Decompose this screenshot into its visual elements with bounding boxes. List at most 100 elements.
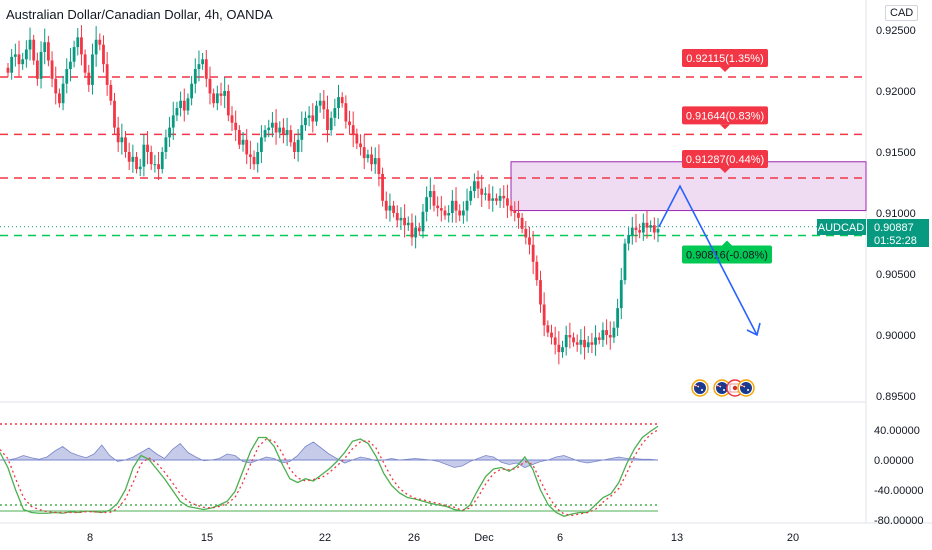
candle-body bbox=[204, 59, 208, 79]
candle-body bbox=[50, 60, 54, 79]
candle-body bbox=[289, 130, 293, 143]
candle-body bbox=[87, 72, 91, 85]
candle-body bbox=[355, 134, 359, 144]
candle-body bbox=[561, 347, 564, 353]
candle-body bbox=[304, 117, 307, 126]
candle-body bbox=[300, 125, 304, 140]
candle-body bbox=[252, 156, 256, 165]
candle-body bbox=[513, 210, 517, 213]
candle-body bbox=[329, 117, 333, 131]
level-label: 0.91287(0.44%) bbox=[686, 154, 764, 166]
candle-body bbox=[58, 93, 61, 104]
candle-body bbox=[366, 154, 370, 159]
candle-body bbox=[484, 193, 487, 195]
candle-body bbox=[476, 181, 480, 189]
candle-body bbox=[480, 188, 484, 195]
candle-body bbox=[575, 342, 579, 345]
y-tick-label: 0.91500 bbox=[876, 147, 916, 159]
candle-body bbox=[21, 59, 25, 65]
candle-body bbox=[28, 39, 32, 50]
candle-body bbox=[271, 122, 274, 128]
indicator-tick-label: -80.00000 bbox=[874, 515, 924, 527]
candle-body bbox=[432, 191, 436, 206]
candle-body bbox=[175, 108, 179, 116]
candle-body bbox=[160, 152, 164, 170]
candle-body bbox=[164, 137, 168, 152]
candle-body bbox=[237, 130, 241, 145]
candle-body bbox=[381, 173, 384, 201]
indicator-tick-label: 0.00000 bbox=[874, 455, 914, 467]
x-tick-label: 13 bbox=[671, 532, 683, 544]
price-tag bbox=[867, 219, 929, 247]
candle-body bbox=[623, 243, 627, 281]
candle-body bbox=[572, 337, 575, 343]
candle-body bbox=[348, 121, 351, 126]
level-label-pointer bbox=[720, 124, 730, 130]
projection-arrowhead bbox=[746, 322, 761, 337]
level-label: 0.90816(-0.08%) bbox=[686, 249, 768, 261]
candle-body bbox=[509, 205, 513, 211]
candle-body bbox=[539, 280, 542, 305]
candle-body bbox=[149, 152, 153, 165]
candle-body bbox=[32, 39, 36, 61]
candle-body bbox=[517, 213, 520, 218]
price-tag-countdown: 01:52:28 bbox=[874, 235, 917, 247]
candle-body bbox=[502, 195, 506, 199]
candle-body bbox=[531, 244, 535, 262]
projection-arrow bbox=[658, 184, 758, 336]
candle-body bbox=[447, 213, 451, 216]
currency-badge[interactable]: CAD bbox=[885, 5, 919, 21]
candle-body bbox=[337, 97, 340, 109]
indicator-tick-label: 40.00000 bbox=[874, 425, 920, 437]
candle-body bbox=[259, 137, 263, 152]
candle-body bbox=[230, 115, 234, 123]
candle-body bbox=[98, 39, 102, 45]
candle-body bbox=[43, 42, 47, 52]
candle-body bbox=[388, 205, 392, 211]
candle-body bbox=[109, 84, 113, 101]
au-flag-icon bbox=[713, 379, 731, 397]
candle-body bbox=[634, 227, 638, 231]
candle-body bbox=[267, 127, 271, 131]
candle-body bbox=[278, 127, 282, 133]
candle-body bbox=[318, 100, 322, 106]
candle-body bbox=[550, 332, 553, 338]
candle-body bbox=[234, 122, 238, 131]
candle-body bbox=[91, 54, 94, 85]
candle-body bbox=[472, 181, 476, 192]
candle-body bbox=[487, 193, 491, 201]
candle-body bbox=[630, 227, 634, 235]
candle-body bbox=[384, 200, 388, 211]
candle-body bbox=[564, 335, 568, 348]
candle-body bbox=[39, 51, 43, 79]
candle-body bbox=[652, 225, 656, 233]
candle-body bbox=[627, 234, 631, 244]
candle-body bbox=[524, 228, 528, 238]
candle-body bbox=[142, 144, 146, 167]
candle-body bbox=[594, 337, 597, 345]
candle-body bbox=[443, 210, 447, 216]
candle-body bbox=[590, 342, 594, 345]
candle-body bbox=[579, 339, 583, 345]
candle-body bbox=[127, 152, 131, 162]
candle-body bbox=[649, 225, 653, 228]
candle-body bbox=[65, 69, 69, 84]
x-tick-label: 8 bbox=[87, 532, 93, 544]
symbol-tag-label: AUDCAD bbox=[818, 222, 865, 234]
candle-body bbox=[605, 330, 608, 335]
candle-body bbox=[403, 217, 407, 226]
candle-body bbox=[641, 222, 645, 233]
candle-body bbox=[61, 83, 65, 104]
level-label: 0.91644(0.83%) bbox=[686, 110, 764, 122]
candle-body bbox=[135, 156, 138, 170]
candle-body bbox=[326, 109, 329, 131]
stoch-k-line bbox=[0, 425, 659, 517]
candle-body bbox=[612, 327, 616, 338]
momentum-area bbox=[0, 441, 659, 468]
candle-body bbox=[6, 67, 10, 73]
candle-body bbox=[406, 222, 410, 226]
candle-body bbox=[399, 217, 403, 221]
candle-body bbox=[428, 191, 432, 198]
candle-body bbox=[190, 83, 194, 99]
